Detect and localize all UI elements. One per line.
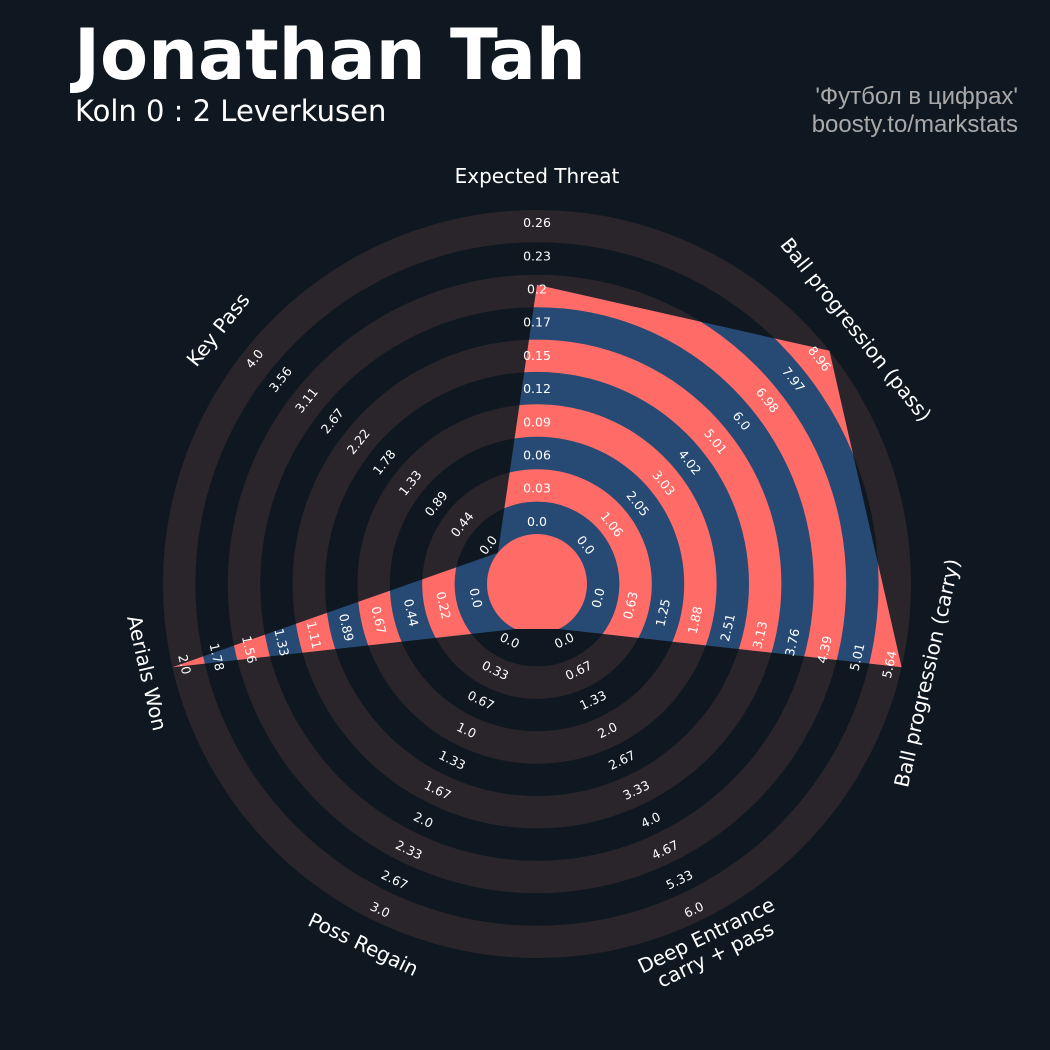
- tick-label: 0.03: [523, 481, 551, 496]
- tick-label: 0.89: [336, 612, 357, 643]
- tick-label: 2.51: [717, 612, 738, 642]
- tick-label: 5.64: [879, 649, 900, 680]
- tick-label: 0.63: [620, 590, 641, 620]
- tick-label: 0.0: [466, 587, 485, 610]
- tick-label: 4.39: [814, 634, 835, 665]
- tick-label: 1.33: [271, 627, 292, 657]
- parameter-label-line: Expected Threat: [455, 164, 620, 188]
- tick-label: 1.33: [577, 687, 609, 713]
- tick-label: 1.88: [685, 605, 706, 636]
- tick-label: 2.0: [175, 653, 194, 676]
- tick-label: 1.78: [370, 447, 399, 478]
- tick-label: 0.17: [523, 315, 551, 330]
- tick-label: 0.15: [523, 348, 551, 363]
- tick-label: 0.23: [523, 248, 551, 263]
- tick-label: 0.0: [527, 514, 547, 529]
- parameter-label: Expected Threat: [455, 164, 620, 188]
- parameter-label-line: Aerials Won: [122, 613, 172, 733]
- tick-label: 1.78: [207, 642, 228, 673]
- tick-label: 3.13: [749, 620, 770, 650]
- tick-label: 2.67: [606, 747, 638, 773]
- tick-label: 0.22: [433, 590, 454, 620]
- player-name-title: Jonathan Tah: [74, 14, 586, 96]
- tick-label: 5.01: [847, 642, 868, 672]
- center-disc: [487, 534, 587, 634]
- tick-label: 1.11: [304, 620, 325, 650]
- tick-label: 0.12: [523, 381, 551, 396]
- tick-label: 1.25: [652, 597, 673, 627]
- credit-link: boosty.to/markstats: [811, 111, 1018, 138]
- tick-label: 2.67: [379, 867, 411, 893]
- radar-highlight-bands: [172, 284, 902, 668]
- parameter-label: Aerials Won: [122, 613, 172, 733]
- tick-label: 2.67: [318, 405, 347, 436]
- tick-label: 1.33: [436, 747, 468, 773]
- tick-label: 5.33: [664, 867, 696, 893]
- tick-label: 0.2: [527, 282, 547, 297]
- tick-label: 0.67: [465, 687, 497, 713]
- tick-label: 0.26: [523, 215, 551, 230]
- tick-label: 0.09: [523, 414, 551, 429]
- tick-label: 2.0: [411, 809, 435, 831]
- tick-label: 0.44: [401, 597, 422, 628]
- match-subtitle: Koln 0 : 2 Leverkusen: [75, 94, 387, 128]
- tick-label: 3.76: [782, 627, 803, 658]
- tick-label: 0.0: [588, 586, 607, 609]
- tick-label: 0.06: [523, 448, 551, 463]
- tick-label: 4.0: [638, 809, 662, 831]
- tick-label: 1.56: [239, 634, 260, 665]
- tick-label: 0.0: [552, 629, 576, 651]
- credit-source: 'Футбол в цифрах': [815, 83, 1018, 110]
- player-radar-shape: [172, 284, 902, 668]
- tick-label: 0.0: [498, 629, 522, 651]
- tick-label: 0.67: [368, 605, 389, 635]
